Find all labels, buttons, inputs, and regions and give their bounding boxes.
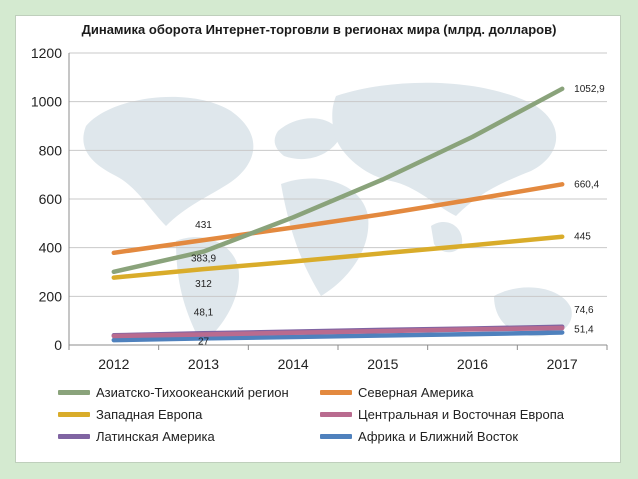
legend-swatch-3 [58,411,90,417]
data-label-s6-2017: 51,4 [574,324,594,335]
legend-item-5: Латинская Америка [58,426,215,446]
line-chart: 0 200 400 600 800 1000 1200 2012 2013 2014 2015 201… [31,45,608,372]
x-tick-label-2013: 2013 [188,356,219,372]
data-label-s3-2017: 445 [574,232,591,243]
y-tick-label-1000: 1000 [31,94,62,110]
y-tick-label-800: 800 [39,142,63,158]
map-shape-3 [274,118,341,160]
legend-label-5: Латинская Америка [96,428,215,444]
legend-label-1: Азиатско-Тихоокеанский регион [96,384,289,400]
x-tick-label-2015: 2015 [367,356,398,372]
data-label-s6-2013: 27 [198,336,210,347]
legend-item-1: Азиатско-Тихоокеанский регион [58,382,289,402]
map-shape-4 [281,178,369,296]
legend-item-3: Западная Европа [58,404,202,424]
x-tick-label-2014: 2014 [278,356,309,372]
legend-label-3: Западная Европа [96,406,203,422]
map-shape-7 [494,287,572,337]
data-label-s5-2013: 48,1 [194,307,214,318]
data-label-s2-2013: 431 [195,220,212,231]
legend-swatch-5 [58,433,90,439]
y-tick-label-200: 200 [39,288,63,304]
x-tick-label-2017: 2017 [547,356,578,372]
series-line-2 [111,182,565,256]
legend-item-4: Центральная и Восточная Европа [320,404,564,424]
chart-frame: Динамика оборота Интернет-торговли в рег… [15,15,621,463]
legend-swatch-1 [58,389,90,395]
legend-swatch-2 [320,389,352,395]
legend-label-6: Африка и Ближний Восток [358,428,519,444]
legend-label-4: Центральная и Восточная Европа [358,406,565,422]
chart-title: Динамика оборота Интернет-торговли в рег… [81,22,557,37]
y-tick-label-1200: 1200 [31,45,62,61]
y-tick-label-0: 0 [54,337,62,353]
data-label-s1-2013: 383,9 [191,254,216,265]
legend-swatch-4 [320,411,352,417]
series-line-6 [111,330,565,343]
series-line-1 [111,86,565,275]
x-tick-label-2016: 2016 [457,356,488,372]
legend-swatch-6 [320,433,352,439]
legend-label-2: Северная Америка [358,384,474,400]
map-shape-2 [176,237,239,344]
y-tick-label-600: 600 [39,191,63,207]
y-tick-label-400: 400 [39,240,63,256]
data-label-s5-2017: 74,6 [574,305,594,316]
map-shape-1 [83,96,254,226]
data-label-s3-2013: 312 [195,279,212,290]
series-line-4 [111,325,565,339]
data-label-s2-2017: 660,4 [574,179,599,190]
data-label-s1-2017: 1052,9 [574,84,605,95]
legend-item-2: Северная Америка [320,382,473,402]
x-tick-label-2012: 2012 [98,356,129,372]
series-line-3 [111,234,565,280]
legend-item-6: Африка и Ближний Восток [320,426,518,446]
